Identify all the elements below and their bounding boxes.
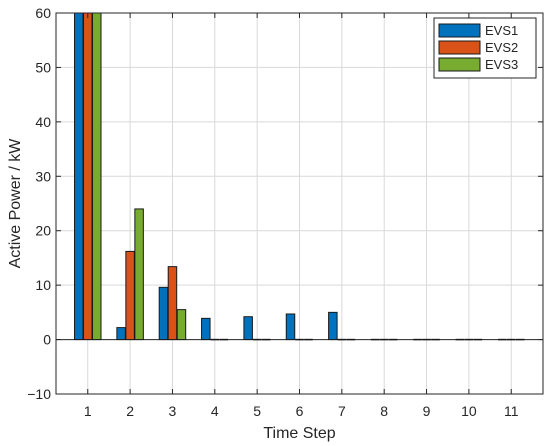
bar-evs1-3 [158,286,169,341]
y-tick-label: 20 [35,223,51,239]
bar-evs1-4 [201,317,211,341]
bar-evs3-3 [176,309,187,341]
x-tick-label: 7 [338,403,346,419]
bar-evs3-1 [92,12,102,341]
bar-evs1-6 [285,313,296,341]
x-tick-label: 6 [296,403,304,419]
legend-swatch-evs2 [438,40,481,55]
x-tick-label: 8 [380,403,388,419]
bar-evs1-2 [116,327,126,341]
bar-evs2-2 [125,250,135,341]
axes-frame [55,12,544,395]
bar-evs1-1 [74,12,84,341]
y-tick-labels: 60 50 40 30 20 10 0 −10 [27,5,51,402]
x-axis-label: Time Step [263,425,335,442]
legend: EVS1 EVS2 EVS3 [433,17,537,79]
y-tick-label: 30 [35,168,51,184]
y-tick-label: 50 [35,59,51,75]
x-tick-label: 5 [253,403,261,419]
bar-evs3-2 [134,208,144,341]
x-tick-label: 9 [423,403,431,419]
y-tick-label: 40 [35,114,51,130]
y-tick-label: 0 [43,332,51,348]
x-tick-label: 3 [169,403,177,419]
legend-label-evs1: EVS1 [485,23,518,38]
bar-evs1-5 [243,316,253,341]
y-tick-label: 60 [35,5,51,21]
x-tick-labels: 1 2 3 4 5 6 7 8 9 10 11 [84,403,519,419]
x-tick-label: 4 [211,403,219,419]
legend-label-evs3: EVS3 [485,57,518,72]
legend-label-evs2: EVS2 [485,40,518,55]
x-tick-label: 10 [461,403,477,419]
x-tick-label: 11 [504,403,519,419]
bar-evs2-3 [167,266,178,341]
legend-swatch-evs1 [438,23,481,38]
y-tick-label: −10 [27,386,51,402]
bar-evs2-1 [83,12,93,341]
bar-series [74,12,525,341]
legend-swatch-evs3 [438,57,481,72]
x-tick-label: 2 [126,403,134,419]
y-tick-label: 10 [35,277,51,293]
bar-evs1-7 [328,311,338,341]
x-tick-label: 1 [84,403,92,419]
y-axis-label: Active Power / kW [7,138,24,269]
